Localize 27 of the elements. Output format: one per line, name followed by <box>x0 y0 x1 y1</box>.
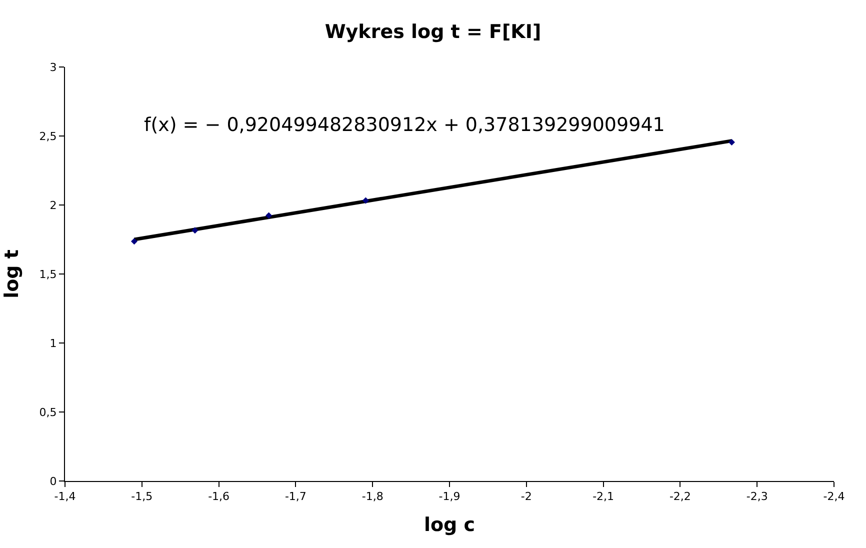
y-tick-label: 3 <box>50 60 57 74</box>
x-axis-title: log c <box>424 514 476 536</box>
x-tick-label: -1,6 <box>208 490 230 504</box>
y-tick-label: 1,5 <box>39 268 57 281</box>
y-axis-title: log t <box>1 250 24 298</box>
x-tick-label: -2,1 <box>592 490 614 504</box>
annotation: f(x) = − 0,920499482830912x + 0,378139299009941 <box>144 114 665 136</box>
x-tick-label: -2 <box>520 490 532 504</box>
point <box>362 197 369 204</box>
y-tick-label: 0,5 <box>39 406 57 419</box>
point <box>728 138 735 146</box>
x-tick-label: -1,7 <box>284 490 306 504</box>
point <box>192 227 198 234</box>
x-tick-label: -1,4 <box>54 490 76 504</box>
x-tick-label: -2,2 <box>669 490 691 504</box>
y-tick-label: 2 <box>50 198 57 212</box>
y-tick-label: 1 <box>50 336 57 350</box>
x-tick-label: -2,4 <box>823 490 845 504</box>
point <box>130 238 138 245</box>
point <box>266 212 272 219</box>
y-tick-label: 2,5 <box>39 130 57 143</box>
x-tick-label: -1,8 <box>362 490 384 504</box>
x-tick-label: -2,3 <box>746 490 768 504</box>
x-tick-label: -1,9 <box>438 490 460 504</box>
y-tick-label: 0 <box>50 474 57 488</box>
chart-title: Wykres log t = F[KI] <box>324 20 542 43</box>
x-tick-label: -1,5 <box>131 490 153 504</box>
